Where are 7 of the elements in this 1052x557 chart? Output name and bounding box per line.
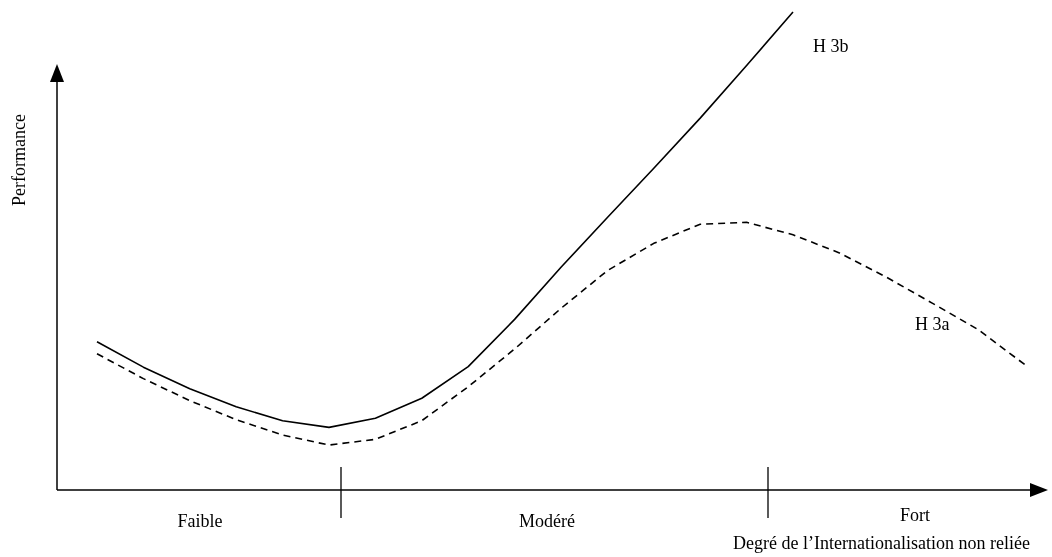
series-label: H 3b [813, 36, 849, 56]
y-axis-title: Performance [9, 114, 29, 206]
series-label: H 3a [915, 313, 950, 334]
x-axis-title: Degré de l’Internationalisation non reliée [733, 533, 1030, 553]
text: Fort [899, 505, 931, 525]
text: Faible [177, 511, 223, 531]
text: Modéré [519, 511, 575, 531]
